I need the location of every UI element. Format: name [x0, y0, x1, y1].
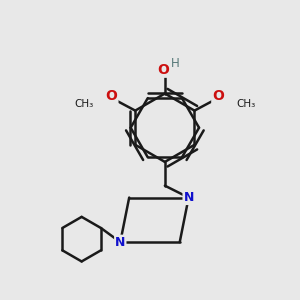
Text: O: O — [158, 63, 169, 77]
Text: O: O — [212, 89, 224, 103]
Text: O: O — [106, 89, 117, 103]
Text: N: N — [184, 191, 194, 204]
Text: CH₃: CH₃ — [236, 99, 255, 109]
Text: H: H — [171, 57, 180, 70]
Text: CH₃: CH₃ — [74, 99, 94, 109]
Text: N: N — [115, 236, 125, 249]
